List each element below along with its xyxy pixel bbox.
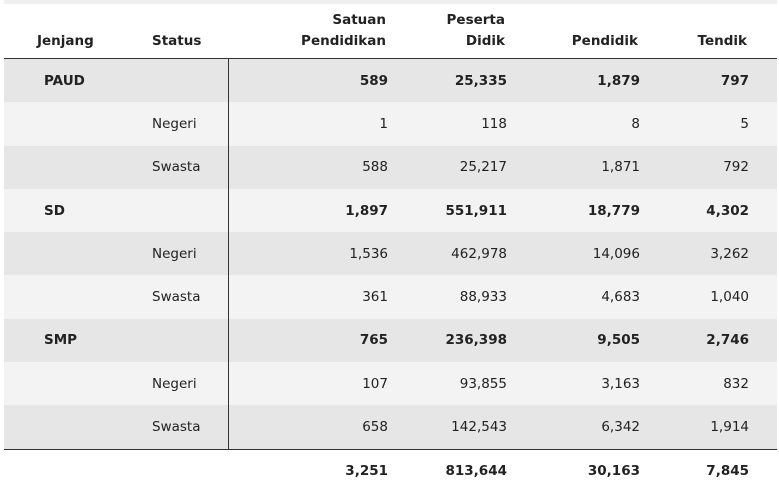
cell-peserta: 462,978 (451, 245, 507, 262)
cell-satuan: 588 (362, 159, 388, 176)
table-row: Negeri 1 118 8 5 (4, 102, 777, 146)
table-row: Swasta 588 25,217 1,871 792 (4, 145, 777, 189)
cell-status: Negeri (152, 375, 197, 392)
cell-tendik: 1,040 (710, 289, 749, 306)
cell-tendik: 832 (723, 375, 749, 392)
header-peserta-line2: Didik (465, 33, 505, 49)
cell-peserta: 142,543 (451, 419, 507, 436)
table-body: PAUD 589 25,335 1,879 797 Negeri 1 118 8… (4, 59, 777, 492)
header-jenjang[interactable]: Jenjang (37, 33, 94, 49)
cell-peserta: 88,933 (459, 289, 507, 306)
cell-satuan: 765 (359, 332, 388, 349)
cell-pendidik: 1,871 (601, 159, 640, 176)
header-pendidik[interactable]: Pendidik (571, 33, 638, 49)
cell-jenjang: SD (44, 202, 65, 219)
header-satuan-line2: Pendidikan (301, 33, 386, 49)
cell-status: Negeri (152, 245, 197, 262)
cell-peserta: 118 (481, 115, 507, 132)
header-peserta-didik[interactable]: Peserta Didik (447, 10, 505, 52)
total-tendik: 7,845 (706, 462, 749, 479)
cell-tendik: 3,262 (710, 245, 749, 262)
cell-peserta: 93,855 (459, 375, 507, 392)
cell-tendik: 797 (720, 72, 749, 89)
cell-pendidik: 6,342 (601, 419, 640, 436)
total-satuan: 3,251 (345, 462, 388, 479)
table-row: Negeri 1,536 462,978 14,096 3,262 (4, 232, 777, 276)
cell-pendidik: 1,879 (597, 72, 640, 89)
cell-peserta: 25,217 (459, 159, 507, 176)
header-status[interactable]: Status (152, 33, 202, 49)
cell-peserta: 551,911 (445, 202, 508, 219)
total-peserta: 813,644 (445, 462, 508, 479)
table-row: PAUD 589 25,335 1,879 797 (4, 59, 777, 103)
cell-tendik: 4,302 (706, 202, 749, 219)
cell-status: Negeri (152, 115, 197, 132)
column-divider (228, 59, 229, 450)
table-header: Jenjang Status Satuan Pendidikan Peserta… (0, 0, 779, 58)
top-strip (4, 0, 777, 4)
header-peserta-line1: Peserta (446, 12, 505, 28)
cell-satuan: 589 (359, 72, 388, 89)
table-row: Swasta 361 88,933 4,683 1,040 (4, 275, 777, 319)
header-divider (4, 58, 777, 59)
header-tendik[interactable]: Tendik (697, 33, 747, 49)
cell-satuan: 1 (379, 115, 388, 132)
table-row: SD 1,897 551,911 18,779 4,302 (4, 188, 777, 233)
cell-tendik: 792 (723, 159, 749, 176)
cell-jenjang: SMP (44, 332, 78, 349)
cell-pendidik: 4,683 (601, 289, 640, 306)
cell-peserta: 236,398 (445, 332, 508, 349)
cell-pendidik: 9,505 (597, 332, 640, 349)
cell-satuan: 361 (362, 289, 388, 306)
cell-tendik: 2,746 (706, 332, 749, 349)
cell-tendik: 1,914 (710, 419, 749, 436)
cell-satuan: 1,536 (349, 245, 388, 262)
cell-status: Swasta (152, 159, 201, 176)
header-satuan-pendidikan[interactable]: Satuan Pendidikan (301, 10, 386, 52)
table-row: Swasta 658 142,543 6,342 1,914 (4, 405, 777, 449)
cell-satuan: 107 (362, 375, 388, 392)
cell-jenjang: PAUD (44, 72, 85, 89)
total-row: 3,251 813,644 30,163 7,845 (4, 448, 777, 492)
cell-status: Swasta (152, 419, 201, 436)
total-pendidik: 30,163 (587, 462, 640, 479)
table-row: SMP 765 236,398 9,505 2,746 (4, 318, 777, 363)
cell-status: Swasta (152, 289, 201, 306)
cell-satuan: 1,897 (345, 202, 388, 219)
cell-pendidik: 14,096 (592, 245, 640, 262)
table-row: Negeri 107 93,855 3,163 832 (4, 362, 777, 406)
cell-pendidik: 3,163 (601, 375, 640, 392)
cell-peserta: 25,335 (454, 72, 507, 89)
cell-pendidik: 18,779 (587, 202, 640, 219)
header-satuan-line1: Satuan (332, 12, 386, 28)
cell-satuan: 658 (362, 419, 388, 436)
cell-pendidik: 8 (631, 115, 640, 132)
cell-tendik: 5 (740, 115, 749, 132)
